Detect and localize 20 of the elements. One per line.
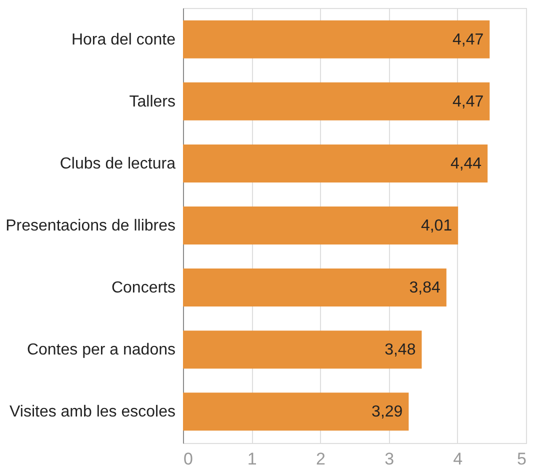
- x-tick-label: 1: [247, 450, 257, 468]
- data-label: 4,47: [452, 31, 484, 48]
- data-label: 3,84: [409, 280, 441, 297]
- data-label: 4,44: [450, 155, 482, 172]
- x-tick-label: 5: [517, 450, 526, 468]
- y-tick-label: Visites amb les escoles: [10, 404, 176, 421]
- x-tick-label: 0: [184, 450, 193, 468]
- y-tick-label: Presentacions de llibres: [6, 218, 176, 234]
- x-tick-label: 4: [453, 450, 463, 468]
- y-tick-label: Contes per a nadons: [26, 342, 176, 359]
- y-tick-label: Tallers: [129, 93, 176, 110]
- data-label: 3,29: [372, 404, 403, 421]
- y-tick-label: Concerts: [111, 280, 176, 297]
- data-label: 3,48: [384, 342, 416, 359]
- y-tick-label: Hora del conte: [71, 31, 176, 48]
- y-tick-label: Clubs de lectura: [60, 155, 176, 172]
- data-label: 4,47: [452, 93, 484, 110]
- data-label: 4,01: [420, 218, 452, 234]
- x-tick-label: 3: [384, 450, 394, 468]
- x-tick-label: 2: [316, 450, 326, 468]
